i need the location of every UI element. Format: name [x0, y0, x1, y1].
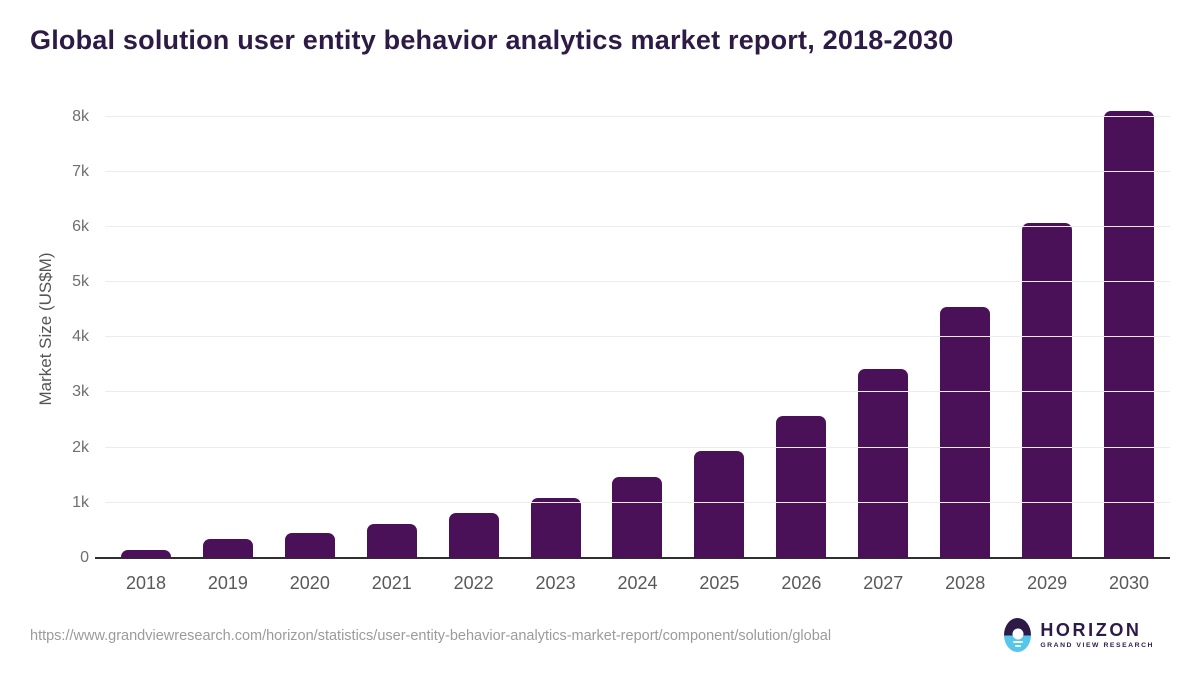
- bar-band: 2029: [1006, 100, 1088, 593]
- x-tick-label: 2020: [289, 573, 330, 593]
- y-tick-label: 7k: [72, 162, 89, 180]
- bar-band: 2018: [105, 100, 187, 593]
- bar-band: 2019: [187, 100, 269, 593]
- x-tick-label: 2029: [1027, 573, 1068, 593]
- logo-subtitle: GRAND VIEW RESEARCH: [1040, 641, 1154, 649]
- bar-2023: [530, 498, 581, 558]
- bar-2018: [120, 549, 171, 558]
- bar-band: 2023: [515, 100, 597, 593]
- y-tick-label: 8k: [72, 107, 89, 125]
- bars-row: 2018 2019 2020 2021 2022 2023 2024 2025 2026 2027…: [105, 100, 1170, 593]
- bar-band: 2021: [351, 100, 433, 593]
- x-tick-label: 2030: [1109, 573, 1150, 593]
- y-tick-label: 5k: [72, 273, 89, 291]
- horizon-logo-icon: [1004, 618, 1032, 652]
- gridline: [105, 281, 1170, 283]
- bar-2027: [858, 368, 909, 558]
- x-tick-label: 2024: [617, 573, 658, 593]
- bar-2021: [366, 524, 417, 558]
- bar-band: 2030: [1088, 100, 1170, 593]
- gridline: [105, 391, 1170, 393]
- horizon-line-icon: [1014, 645, 1021, 648]
- x-tick-label: 2022: [453, 573, 494, 593]
- gridline: [105, 501, 1170, 503]
- bar-band: 2027: [842, 100, 924, 593]
- chart-title: Global solution user entity behavior ana…: [30, 25, 954, 55]
- logo-name: HORIZON: [1040, 620, 1142, 641]
- x-tick-label: 2026: [781, 573, 822, 593]
- bar-band: 2020: [269, 100, 351, 593]
- bar-2025: [694, 450, 745, 558]
- bar-2030: [1104, 111, 1155, 558]
- bar-band: 2022: [433, 100, 515, 593]
- x-tick-label: 2025: [699, 573, 740, 593]
- y-tick-label: 3k: [72, 383, 89, 401]
- x-tick-label: 2019: [207, 573, 248, 593]
- bar-band: 2026: [760, 100, 842, 593]
- bar-2022: [448, 512, 499, 558]
- x-tick-label: 2027: [863, 573, 904, 593]
- gridline: [105, 115, 1170, 117]
- x-tick-label: 2028: [945, 573, 986, 593]
- horizon-line-icon: [1012, 641, 1023, 644]
- sun-icon: [1012, 628, 1024, 640]
- bar-2026: [776, 415, 827, 558]
- x-axis-line: [95, 557, 1170, 559]
- y-tick-label: 0: [80, 549, 89, 566]
- bar-2020: [284, 533, 335, 558]
- gridline: [105, 170, 1170, 172]
- horizon-logo: HORIZON GRAND VIEW RESEARCH: [1004, 618, 1154, 652]
- bar-band: 2025: [678, 100, 760, 593]
- bar-2019: [202, 539, 253, 558]
- x-tick-label: 2021: [371, 573, 412, 593]
- plot-area: 2018 2019 2020 2021 2022 2023 2024 2025 2026 2027…: [72, 100, 1170, 593]
- gridline: [105, 446, 1170, 448]
- gridline: [105, 336, 1170, 338]
- bar-2024: [612, 476, 663, 558]
- x-tick-label: 2018: [125, 573, 166, 593]
- x-tick-label: 2023: [535, 573, 576, 593]
- gridline: [105, 225, 1170, 227]
- y-tick-label: 2k: [72, 438, 89, 456]
- bar-band: 2028: [924, 100, 1006, 593]
- source-url: https://www.grandviewresearch.com/horizo…: [30, 628, 832, 644]
- y-tick-label: 1k: [72, 493, 89, 511]
- bar-2028: [940, 306, 991, 558]
- bar-band: 2024: [597, 100, 679, 593]
- y-axis-title: Market Size (US$M): [36, 252, 55, 406]
- bar-2029: [1022, 222, 1073, 558]
- y-tick-label: 4k: [72, 328, 89, 346]
- y-tick-label: 6k: [72, 217, 89, 235]
